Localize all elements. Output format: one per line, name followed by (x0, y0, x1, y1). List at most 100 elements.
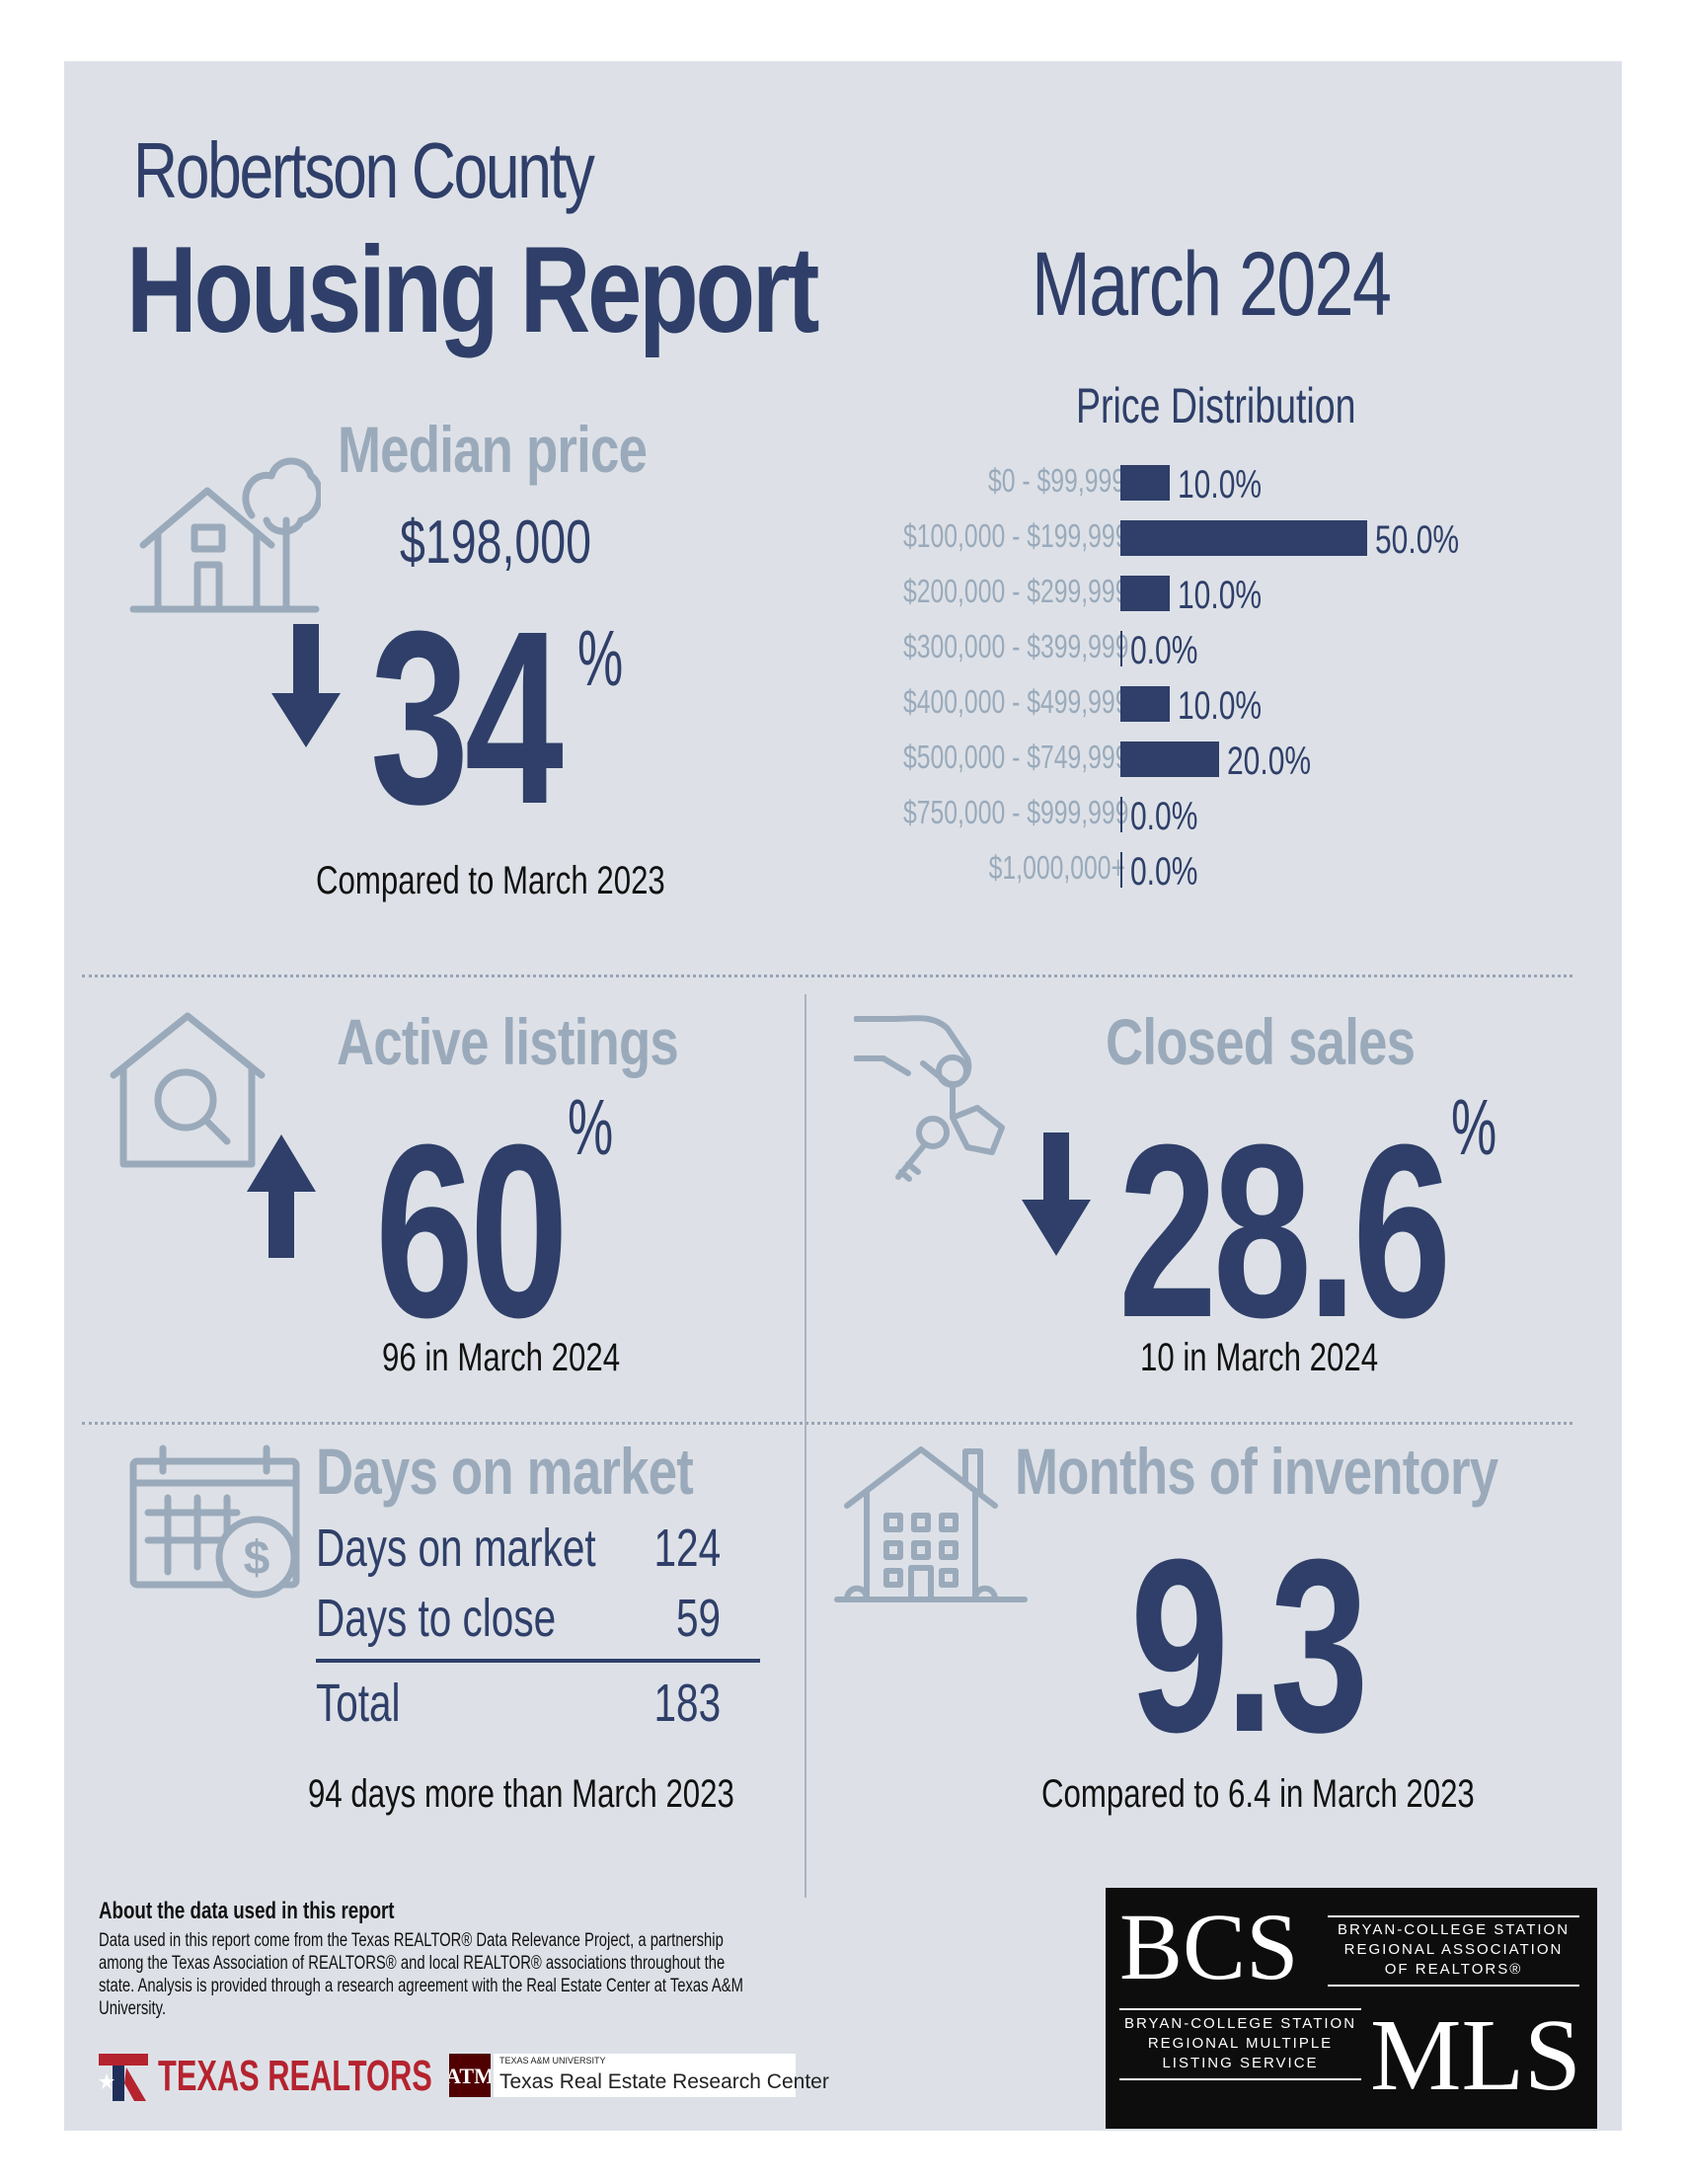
days-on-market-comparison: 94 days more than March 2023 (308, 1772, 734, 1816)
months-inventory-comparison: Compared to 6.4 in March 2023 (1041, 1772, 1475, 1816)
price-distribution-value-label: 10.0% (1178, 574, 1263, 617)
bcs-assoc-line-3: OF REALTORS® (1384, 1961, 1523, 1978)
tamu-center-label: Texas Real Estate Research Center (499, 2070, 829, 2093)
price-range-label: $500,000 - $749,999 (903, 739, 1129, 775)
about-body: Data used in this report come from the T… (99, 1930, 743, 2019)
price-distribution-bar (1120, 576, 1170, 611)
months-inventory-heading: Months of inventory (1015, 1435, 1498, 1508)
price-distribution-value-label: 10.0% (1178, 463, 1263, 507)
mls-rule-top (1119, 2008, 1361, 2010)
bcs-assoc-line-1: BRYAN-COLLEGE STATION (1337, 1921, 1571, 1938)
texas-realtors-logo-text: TEXAS REALTORS (158, 2052, 432, 2100)
months-inventory-value: 9.3 (1130, 1508, 1369, 1783)
divider-upper (82, 975, 1572, 977)
closed-sales-percent-sign: % (1451, 1083, 1497, 1171)
arrow-down-icon (1022, 1132, 1091, 1256)
tamu-university-label: TEXAS A&M UNIVERSITY (499, 2056, 606, 2066)
report-page: Robertson County Housing Report March 20… (64, 61, 1622, 2131)
price-range-label: $0 - $99,999 (988, 462, 1125, 499)
dom-row-label: Days on market (316, 1519, 596, 1578)
price-distribution-bar (1120, 465, 1170, 501)
median-price-comparison: Compared to March 2023 (316, 859, 665, 902)
mls-association-text: BRYAN-COLLEGE STATION REGIONAL MULTIPLE … (1119, 2014, 1361, 2073)
price-distribution-value-label: 0.0% (1130, 795, 1198, 838)
price-distribution-row: $1,000,000+ 0.0% (989, 848, 1614, 894)
price-distribution-value-label: 10.0% (1178, 684, 1263, 728)
divider-vertical (805, 994, 806, 1898)
median-price-value: $198,000 (400, 508, 591, 577)
price-range-label: $1,000,000+ (988, 849, 1125, 886)
price-distribution-row: $400,000 - $499,999 10.0% (903, 682, 1614, 728)
closed-sales-change: 28.6 (1118, 1093, 1451, 1368)
price-distribution-row: $750,000 - $999,999 0.0% (903, 793, 1614, 838)
dtc-row-label: Days to close (316, 1589, 557, 1648)
apartment-building-icon (832, 1442, 1030, 1609)
bcs-mls-logo: BCS BRYAN-COLLEGE STATION REGIONAL ASSOC… (1106, 1888, 1597, 2129)
total-label: Total (316, 1674, 401, 1733)
price-range-label: $400,000 - $499,999 (903, 683, 1129, 720)
house-magnifier-icon (109, 1011, 267, 1169)
mls-assoc-line-3: LISTING SERVICE (1162, 2055, 1319, 2071)
price-distribution-value-label: 0.0% (1130, 629, 1198, 672)
price-distribution-row: $0 - $99,999 10.0% (988, 461, 1614, 507)
price-distribution-row: $300,000 - $399,999 0.0% (903, 627, 1614, 672)
price-distribution-bar (1120, 852, 1122, 888)
active-listings-change: 60 (375, 1093, 569, 1368)
about-title: About the data used in this report (99, 1898, 395, 1924)
bcs-rule-bottom (1328, 1985, 1579, 1987)
arrow-down-icon (271, 624, 341, 752)
active-listings-detail: 96 in March 2024 (382, 1336, 621, 1379)
hand-keys-icon (853, 1014, 1032, 1192)
days-to-close-row: Days to close 59 (316, 1588, 740, 1648)
mls-logo-text: MLS (1370, 1998, 1581, 2112)
mls-assoc-line-2: REGIONAL MULTIPLE (1147, 2035, 1334, 2052)
price-range-label: $100,000 - $199,999 (903, 517, 1129, 554)
price-distribution-bar (1120, 520, 1367, 556)
arrow-up-icon (247, 1134, 316, 1258)
total-rule (316, 1659, 760, 1663)
price-distribution-row: $100,000 - $199,999 50.0% (903, 516, 1614, 562)
dtc-row-value: 59 (675, 1589, 721, 1648)
price-distribution-bar (1120, 686, 1170, 722)
house-tree-icon (123, 417, 324, 614)
price-distribution-value-label: 0.0% (1130, 850, 1198, 894)
bcs-association-text: BRYAN-COLLEGE STATION REGIONAL ASSOCIATI… (1328, 1920, 1579, 1980)
calendar-dollar-icon: $ (128, 1443, 306, 1601)
tamu-logo-mark: ATM (445, 2054, 495, 2097)
tamu-logo-text-box: TEXAS A&M UNIVERSITY Texas Real Estate R… (494, 2054, 829, 2097)
price-distribution-value-label: 50.0% (1375, 518, 1460, 562)
price-distribution-title: Price Distribution (1076, 378, 1356, 433)
report-month: March 2024 (1032, 234, 1392, 335)
price-distribution-row: $500,000 - $749,999 20.0% (903, 738, 1614, 783)
price-distribution-bar (1120, 631, 1122, 666)
mls-assoc-line-1: BRYAN-COLLEGE STATION (1123, 2015, 1357, 2032)
price-distribution-row: $200,000 - $299,999 10.0% (903, 572, 1614, 617)
closed-sales-heading: Closed sales (1106, 1005, 1416, 1078)
county-name: Robertson County (133, 126, 595, 214)
bcs-rule-top (1328, 1915, 1579, 1917)
dom-row-value: 124 (653, 1519, 721, 1578)
texas-realtors-logo-mark (99, 2054, 148, 2101)
total-value: 183 (653, 1674, 721, 1733)
mls-rule-bottom (1119, 2078, 1361, 2080)
days-on-market-heading: Days on market (316, 1435, 694, 1508)
closed-sales-detail: 10 in March 2024 (1140, 1336, 1379, 1379)
active-listings-heading: Active listings (337, 1005, 679, 1078)
bcs-logo-text: BCS (1119, 1894, 1299, 1999)
price-distribution-bar (1120, 741, 1219, 777)
svg-text:$: $ (244, 1532, 270, 1585)
price-range-label: $750,000 - $999,999 (903, 794, 1129, 830)
price-range-label: $200,000 - $299,999 (903, 573, 1129, 609)
bcs-assoc-line-2: REGIONAL ASSOCIATION (1343, 1941, 1564, 1958)
price-distribution-chart: $0 - $99,999 10.0% $100,000 - $199,999 50.0… (903, 461, 1614, 915)
price-distribution-bar (1120, 797, 1122, 832)
total-row: Total 183 (316, 1673, 740, 1733)
days-on-market-row: Days on market 124 (316, 1518, 740, 1578)
median-price-heading: Median price (338, 413, 648, 486)
report-title: Housing Report (126, 222, 819, 358)
divider-lower (82, 1422, 1572, 1425)
active-listings-percent-sign: % (568, 1083, 614, 1171)
svg-text:ATM: ATM (449, 2064, 491, 2088)
median-price-percent-sign: % (577, 614, 624, 702)
price-range-label: $300,000 - $399,999 (903, 628, 1129, 664)
